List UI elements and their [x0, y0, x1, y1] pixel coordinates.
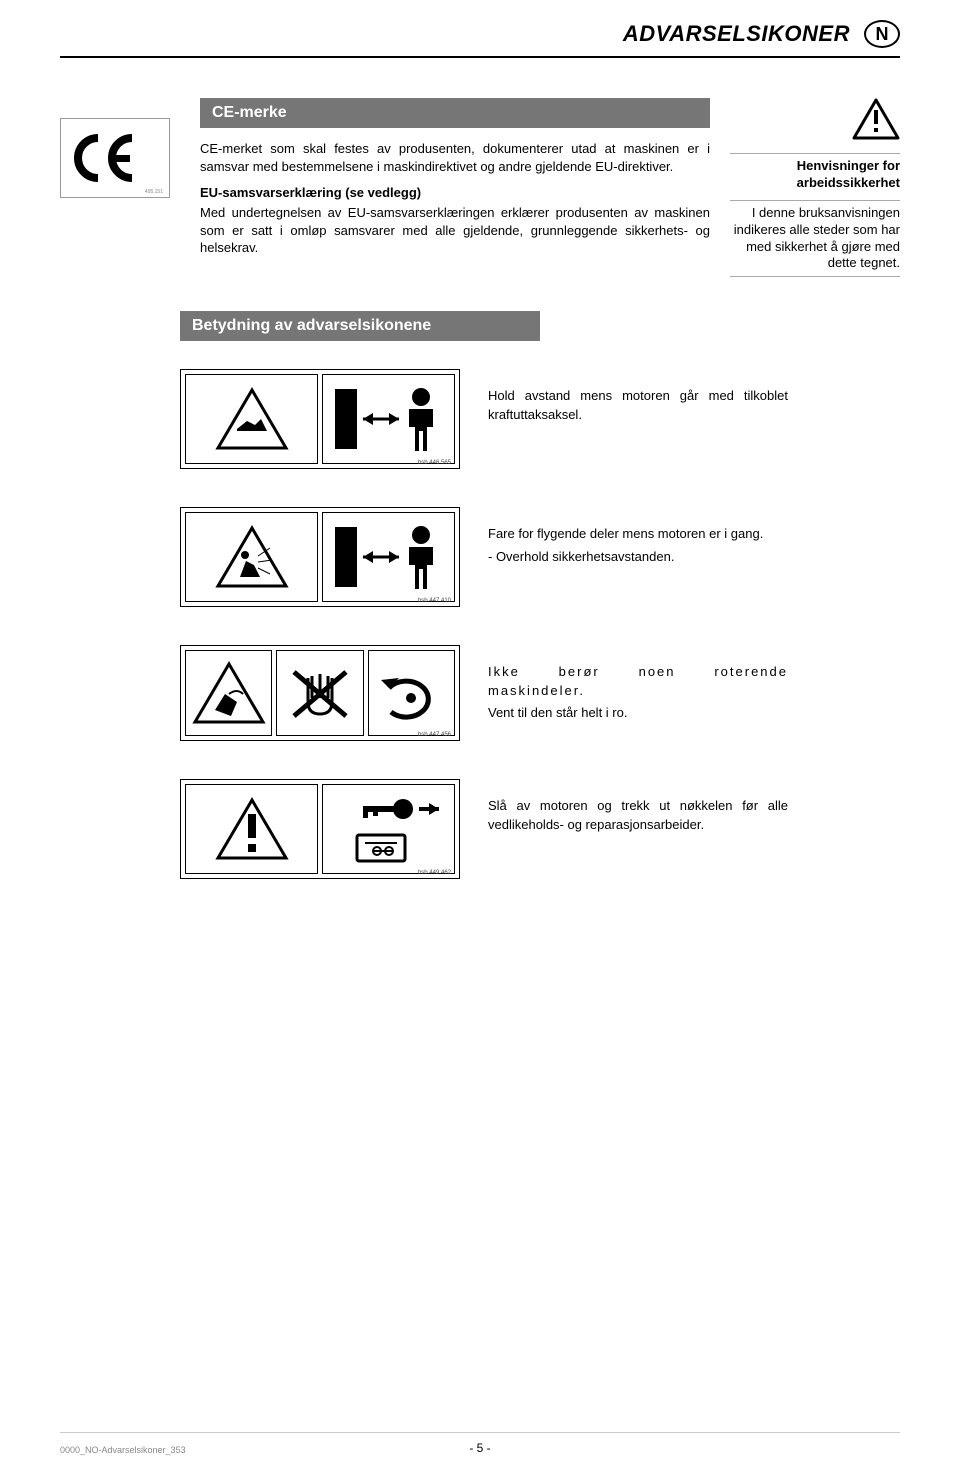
icon-row: bsb 446 565 Hold avstand mens motoren gå… [180, 369, 900, 469]
safety-note-body: I denne bruksanvisningen indikeres alle … [730, 205, 900, 273]
pictogram-panel-left [185, 512, 318, 602]
ce-mark-box: 495.151 [60, 118, 170, 198]
icon-row: bsb 447 410 Fare for flygende deler mens… [180, 507, 900, 607]
pictogram-box: bsb 449 462 [180, 779, 460, 879]
pictogram-code: bsb 449 462 [418, 870, 451, 876]
wait-stop-icon [371, 658, 451, 728]
section2-header: Betydning av advarselsikonene [180, 311, 540, 341]
pictogram-panel-left [185, 374, 318, 464]
key-manual-icon [329, 789, 449, 869]
hazard-general-icon [212, 794, 292, 864]
ce-text-cell: CE-merke CE-merket som skal festes av pr… [200, 98, 710, 281]
pictogram-panel-right [322, 374, 455, 464]
pictogram-panel-right [322, 512, 455, 602]
pictogram-panel-1 [185, 650, 272, 736]
page-title: ADVARSELSIKONER [623, 21, 850, 47]
icon-description: Slå av motoren og trekk ut nøkkelen før … [488, 779, 788, 833]
pictogram-panel-left [185, 784, 318, 874]
divider [730, 200, 900, 201]
pictogram-box: bsb 447 456 [180, 645, 460, 741]
icon-description: Ikke berør noen roterende maskindeler. V… [488, 645, 788, 722]
icon-text-main: Fare for flygende deler mens motoren er … [488, 526, 763, 541]
ce-header: CE-merke [200, 98, 710, 128]
divider [730, 276, 900, 277]
pictogram-code: bsb 446 565 [418, 460, 451, 466]
warning-triangle-icon [852, 98, 900, 140]
pictogram-box: bsb 446 565 [180, 369, 460, 469]
pictogram-panel-3 [368, 650, 455, 736]
ce-body-1: CE-merket som skal festes av produsenten… [200, 140, 710, 175]
pictogram-panel-right [322, 784, 455, 874]
ce-subhead: EU-samsvarserklæring (se vedlegg) [200, 185, 710, 200]
hazard-cut-icon [189, 658, 269, 728]
no-touch-icon [280, 658, 360, 728]
header: ADVARSELSIKONER N [0, 0, 960, 56]
icon-row: bsb 447 456 Ikke berør noen roterende ma… [180, 645, 900, 741]
doc-id: 0000_NO-Advarselsikoner_353 [60, 1445, 186, 1455]
pictogram-box: bsb 447 410 [180, 507, 460, 607]
safety-note-title: Henvisninger for arbeidssikkerhet [730, 158, 900, 192]
icon-description: Fare for flygende deler mens motoren er … [488, 507, 763, 565]
safety-note: Henvisninger for arbeidssikkerhet I denn… [730, 158, 900, 277]
icon-row: bsb 449 462 Slå av motoren og trekk ut n… [180, 779, 900, 879]
ce-mark-code: 495.151 [145, 189, 163, 195]
ce-mark-icon [70, 133, 160, 183]
icon-text-sub: - Overhold sikkerhetsavstanden. [488, 548, 763, 566]
keep-distance-icon [329, 517, 449, 597]
footer: 0000_NO-Advarselsikoner_353 - 5 - [0, 1445, 960, 1455]
page-number: - 5 - [469, 1441, 490, 1455]
language-badge: N [864, 20, 900, 48]
ce-mark-cell: 495.151 [60, 98, 180, 281]
icon-description: Hold avstand mens motoren går med tilkob… [488, 369, 788, 423]
keep-distance-icon [329, 379, 449, 459]
pictogram-code: bsb 447 456 [418, 732, 451, 738]
icon-text-main: Ikke berør noen roterende maskindeler. [488, 664, 788, 697]
divider [730, 153, 900, 154]
hazard-pto-icon [212, 384, 292, 454]
icon-text-sub: Vent til den står helt i ro. [488, 704, 788, 722]
icons-section: Betydning av advarselsikonene [0, 291, 960, 879]
hazard-flying-icon [212, 522, 292, 592]
safety-note-cell: Henvisninger for arbeidssikkerhet I denn… [730, 98, 900, 281]
footer-rule [60, 1432, 900, 1433]
ce-body-2: Med undertegnelsen av EU-samsvarserklæri… [200, 204, 710, 257]
pictogram-code: bsb 447 410 [418, 598, 451, 604]
ce-section: 495.151 CE-merke CE-merket som skal fest… [0, 58, 960, 291]
pictogram-panel-2 [276, 650, 363, 736]
